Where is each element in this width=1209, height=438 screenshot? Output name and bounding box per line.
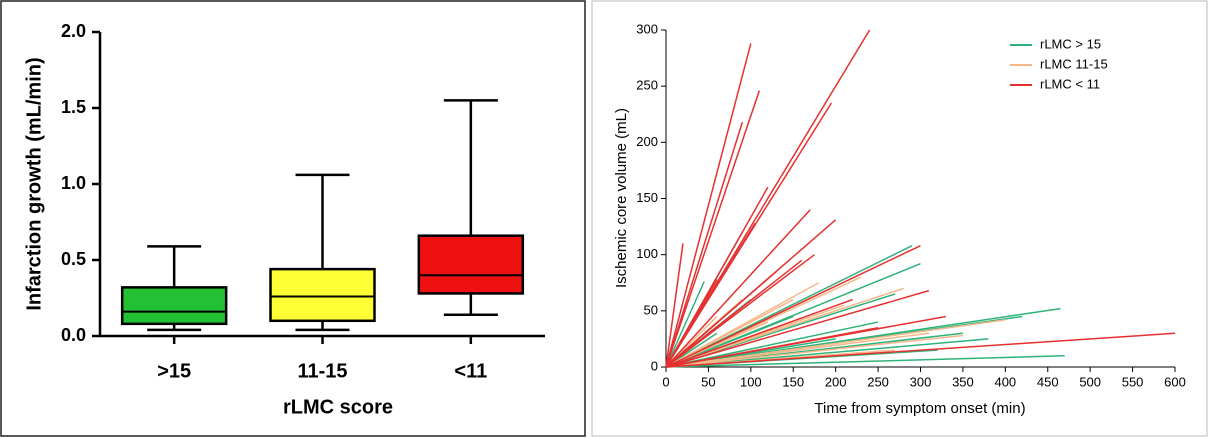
x-tick-label: <11 bbox=[454, 360, 487, 382]
x-tick-label: >15 bbox=[157, 360, 191, 382]
trajectory bbox=[665, 289, 930, 368]
panel-border bbox=[0, 0, 586, 437]
x-tick-label: 50 bbox=[701, 374, 715, 389]
trajectory bbox=[665, 90, 761, 368]
y-axis-title: Infarction growth (mL/min) bbox=[23, 57, 45, 310]
trajectory bbox=[665, 355, 1065, 368]
trajectory bbox=[665, 281, 705, 368]
y-axis-title: Ischemic core volume (mL) bbox=[613, 108, 630, 288]
y-tick-label: 200 bbox=[636, 134, 658, 149]
trajectory bbox=[665, 243, 684, 368]
x-tick-label: 200 bbox=[825, 374, 847, 389]
y-tick-label: 2.0 bbox=[61, 21, 86, 41]
trajectory bbox=[665, 332, 1176, 368]
legend-label: rLMC < 11 bbox=[1040, 76, 1100, 91]
y-tick-label: 1.0 bbox=[61, 173, 86, 193]
x-tick-label: 100 bbox=[740, 374, 762, 389]
x-tick-label: 550 bbox=[1122, 374, 1144, 389]
x-tick-label: 350 bbox=[952, 374, 974, 389]
trajectory bbox=[665, 287, 904, 368]
box bbox=[120, 286, 228, 326]
x-tick-label: 11-15 bbox=[297, 360, 347, 382]
trajectory bbox=[665, 298, 853, 368]
x-tick-label: 0 bbox=[662, 374, 669, 389]
x-tick-label: 450 bbox=[1037, 374, 1059, 389]
x-tick-label: 250 bbox=[867, 374, 889, 389]
x-tick-label: 600 bbox=[1164, 374, 1186, 389]
y-tick-label: 1.5 bbox=[61, 97, 86, 117]
y-tick-label: 250 bbox=[636, 78, 658, 93]
trajectory bbox=[665, 259, 803, 368]
x-tick-label: 150 bbox=[782, 374, 804, 389]
trajectory bbox=[665, 270, 777, 368]
legend-label: rLMC > 15 bbox=[1040, 36, 1101, 51]
trajectory bbox=[665, 222, 756, 368]
x-tick-label: 500 bbox=[1079, 374, 1101, 389]
panel-border bbox=[591, 0, 1208, 437]
y-tick-label: 100 bbox=[636, 246, 658, 261]
trajectory bbox=[665, 334, 963, 368]
trajectory bbox=[665, 245, 921, 368]
box bbox=[417, 234, 525, 295]
box bbox=[269, 267, 376, 323]
trajectory bbox=[665, 121, 744, 368]
y-tick-label: 150 bbox=[636, 190, 658, 205]
trajectory bbox=[665, 321, 879, 368]
y-tick-label: 300 bbox=[636, 21, 658, 36]
legend-label: rLMC 11-15 bbox=[1040, 56, 1108, 71]
x-tick-label: 400 bbox=[994, 374, 1016, 389]
x-axis-title: rLMC score bbox=[283, 396, 393, 418]
trajectory bbox=[665, 332, 930, 368]
x-axis-title: Time from symptom onset (min) bbox=[814, 400, 1025, 417]
trajectory bbox=[665, 282, 820, 368]
trajectory bbox=[665, 326, 879, 368]
x-tick-label: 300 bbox=[910, 374, 932, 389]
trajectory bbox=[665, 43, 752, 368]
trajectory bbox=[665, 209, 811, 368]
trajectory bbox=[665, 279, 718, 368]
y-tick-label: 0.5 bbox=[61, 249, 86, 269]
y-tick-label: 0.0 bbox=[61, 325, 86, 345]
y-tick-label: 0 bbox=[651, 358, 658, 373]
y-tick-label: 50 bbox=[644, 302, 658, 317]
